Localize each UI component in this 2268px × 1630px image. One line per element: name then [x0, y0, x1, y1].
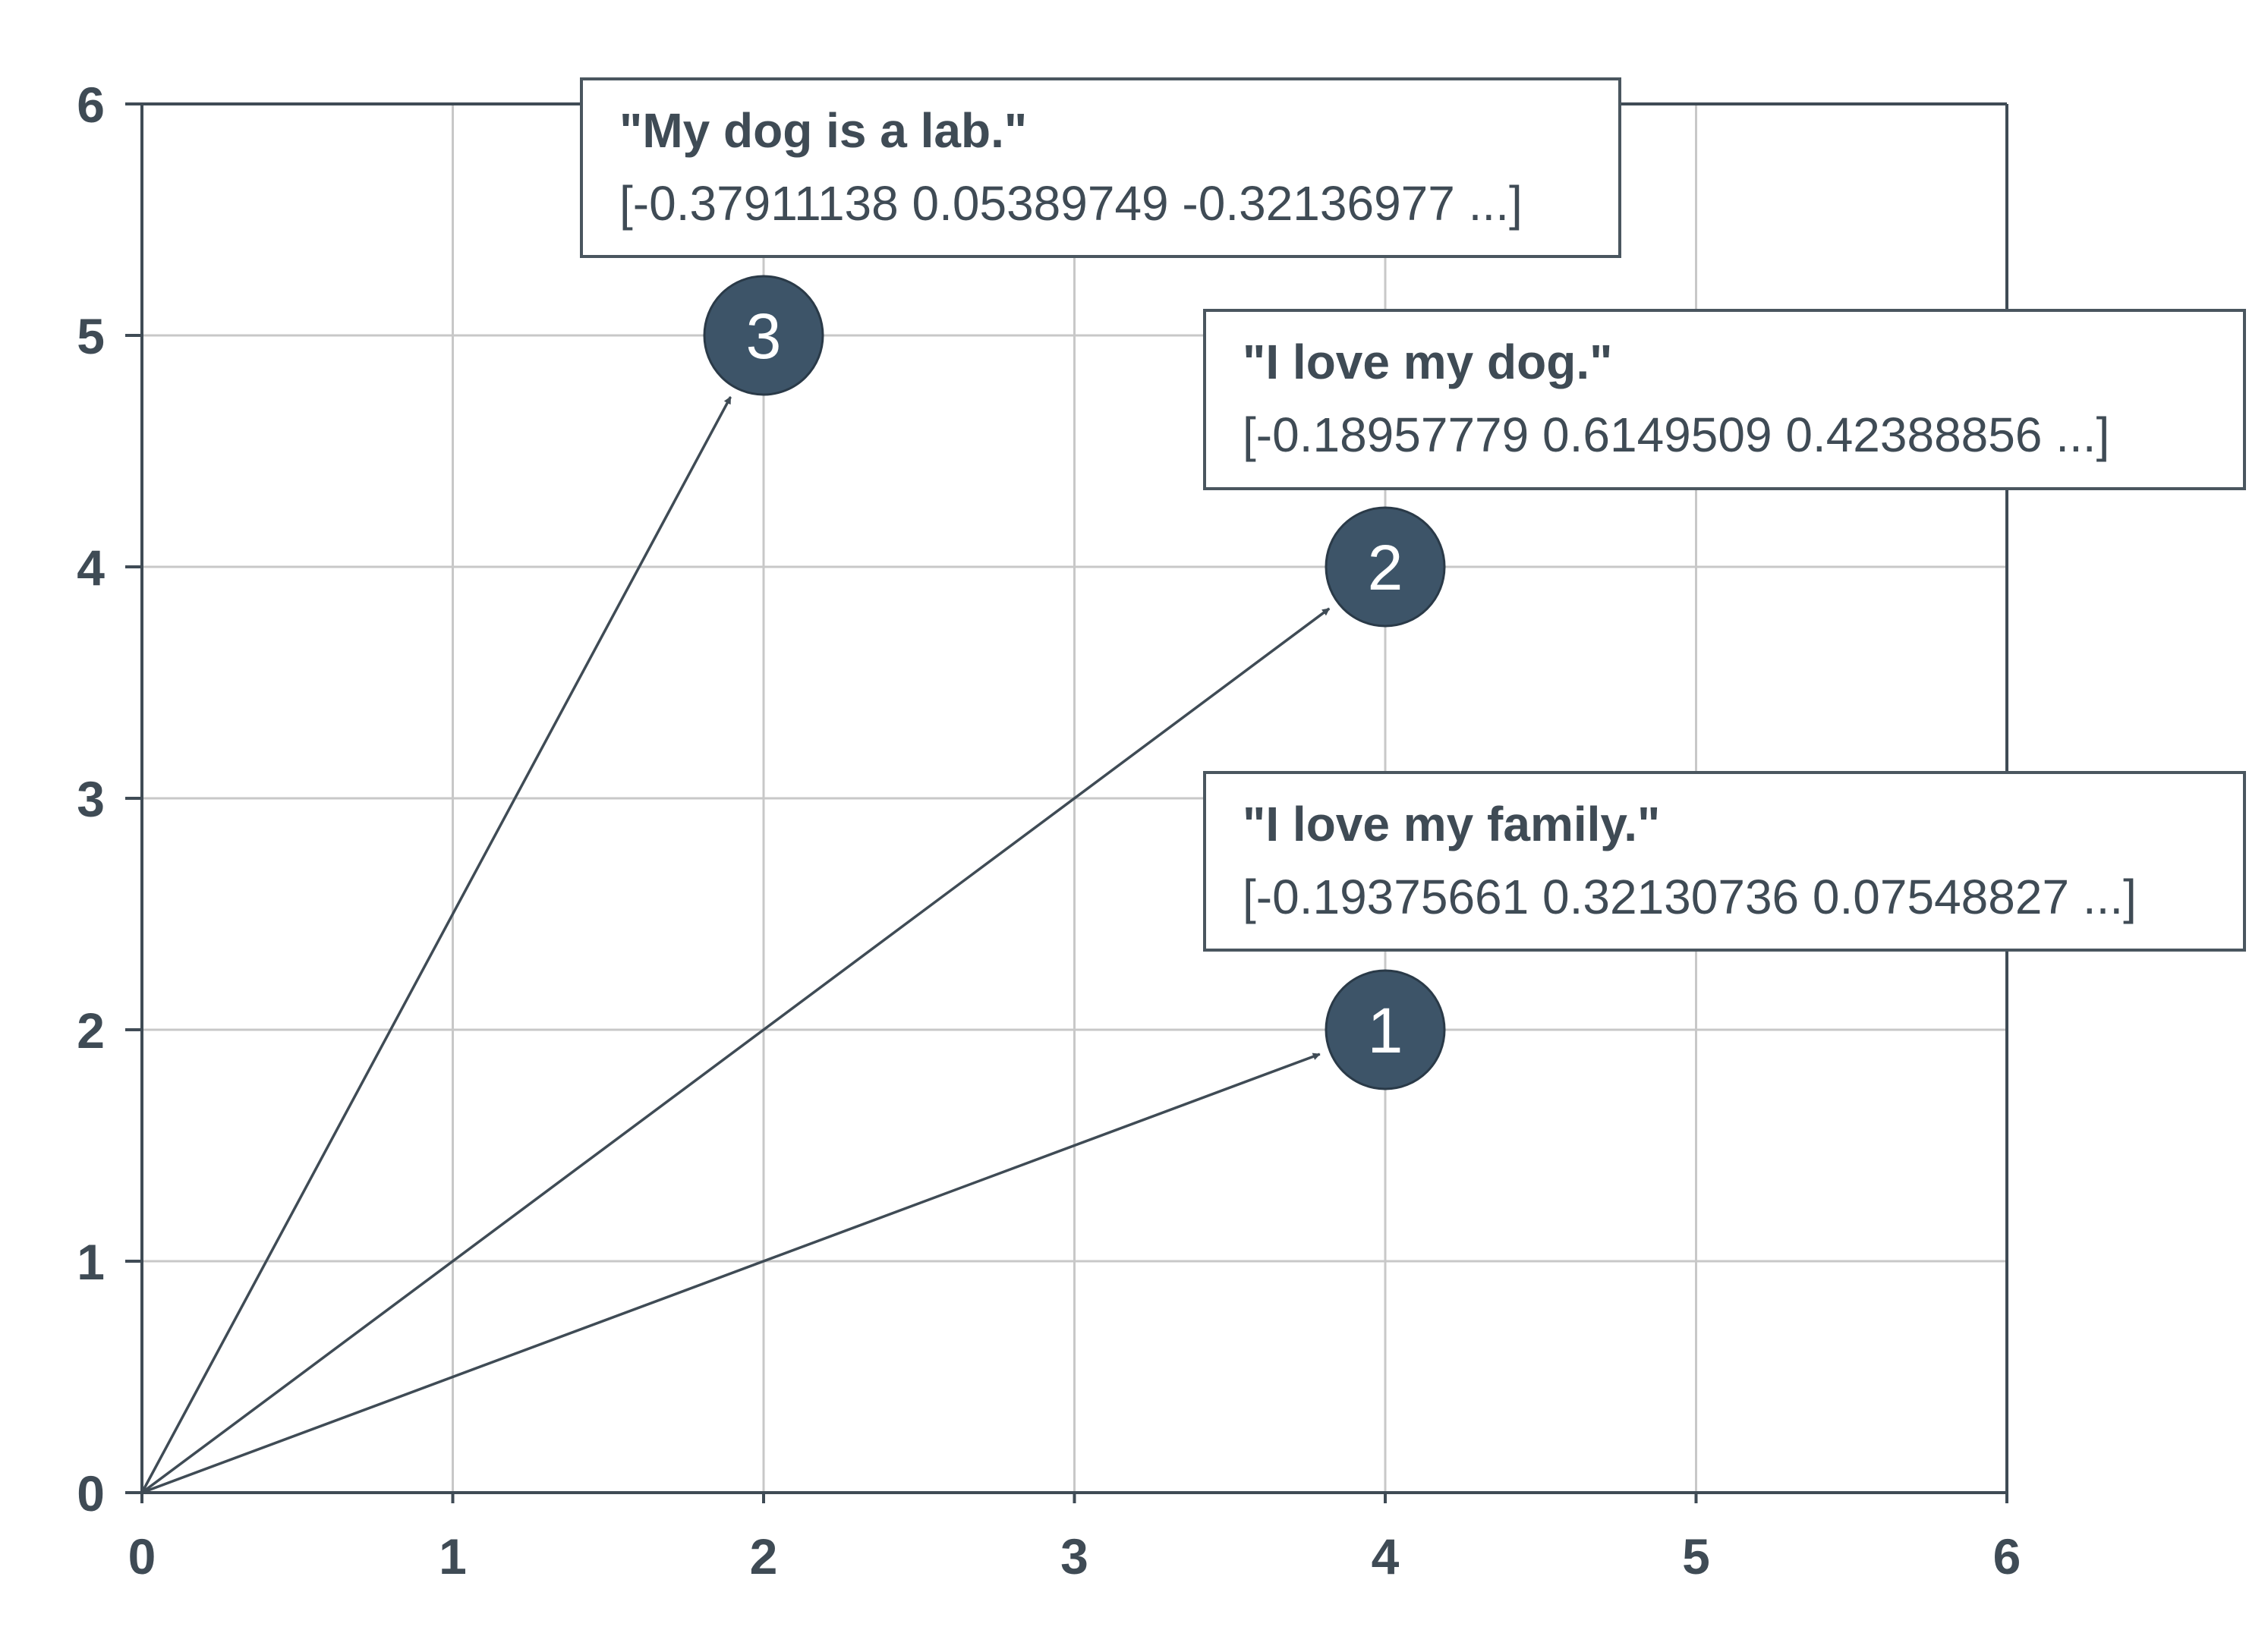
y-tick-label-0: 0	[77, 1465, 105, 1521]
annotation-box-frame-1	[1203, 771, 2246, 952]
annotation-embedding-3: [-0.37911138 0.05389749 -0.32136977 ...]	[619, 176, 1523, 231]
vector-marker-3: 3	[703, 275, 824, 396]
tick-labels: 0 1 2 3 4 5 6 0 1 2 3 4 5 6	[77, 77, 2021, 1584]
y-tick-label-3: 3	[77, 771, 105, 827]
x-tick-label-6: 6	[1993, 1528, 2021, 1584]
x-tick-label-0: 0	[128, 1528, 156, 1584]
annotation-sentence-1: "I love my family."	[1243, 797, 1660, 851]
vector-markers: 1 2 3	[703, 275, 1446, 1090]
vector-marker-circle-2	[1325, 506, 1446, 628]
annotation-box-3: "My dog is a lab." [-0.37911138 0.0538974…	[580, 77, 1621, 258]
vector-marker-label-2: 2	[1368, 532, 1403, 603]
x-tick-label-2: 2	[750, 1528, 778, 1584]
vector-arrow-2	[140, 607, 1331, 1494]
vector-arrow-1	[141, 1053, 1321, 1494]
annotation-sentence-3: "My dog is a lab."	[619, 103, 1027, 158]
vector-annotations: "I love my family." [-0.19375661 0.321307…	[580, 77, 2246, 952]
x-tick-label-5: 5	[1682, 1528, 1710, 1584]
vector-marker-1: 1	[1325, 969, 1446, 1090]
annotation-box-frame-3	[580, 77, 1621, 258]
y-tick-label-4: 4	[77, 540, 105, 596]
x-tick-label-1: 1	[439, 1528, 467, 1584]
annotation-box-frame-2	[1203, 309, 2246, 490]
vector-marker-label-1: 1	[1368, 995, 1403, 1066]
y-tick-label-5: 5	[77, 308, 105, 364]
y-tick-label-6: 6	[77, 77, 105, 133]
vector-marker-label-3: 3	[746, 301, 782, 372]
y-tick-label-1: 1	[77, 1234, 105, 1290]
x-tick-label-3: 3	[1060, 1528, 1088, 1584]
x-tick-label-4: 4	[1372, 1528, 1400, 1584]
vector-arrows	[140, 396, 1331, 1494]
annotation-box-1: "I love my family." [-0.19375661 0.321307…	[1203, 771, 2246, 952]
y-tick-label-2: 2	[77, 1002, 105, 1059]
annotation-box-2: "I love my dog." [-0.18957779 0.6149509 0…	[1203, 309, 2246, 490]
annotation-embedding-1: [-0.19375661 0.32130736 0.07548827 ...]	[1243, 870, 2137, 924]
vector-marker-circle-1	[1325, 969, 1446, 1090]
annotation-sentence-2: "I love my dog."	[1243, 335, 1612, 389]
annotation-embedding-2: [-0.18957779 0.6149509 0.42388856 ...]	[1243, 408, 2109, 462]
vector-marker-2: 2	[1325, 506, 1446, 628]
vector-marker-circle-3	[703, 275, 824, 396]
vector-arrow-3	[140, 396, 732, 1493]
